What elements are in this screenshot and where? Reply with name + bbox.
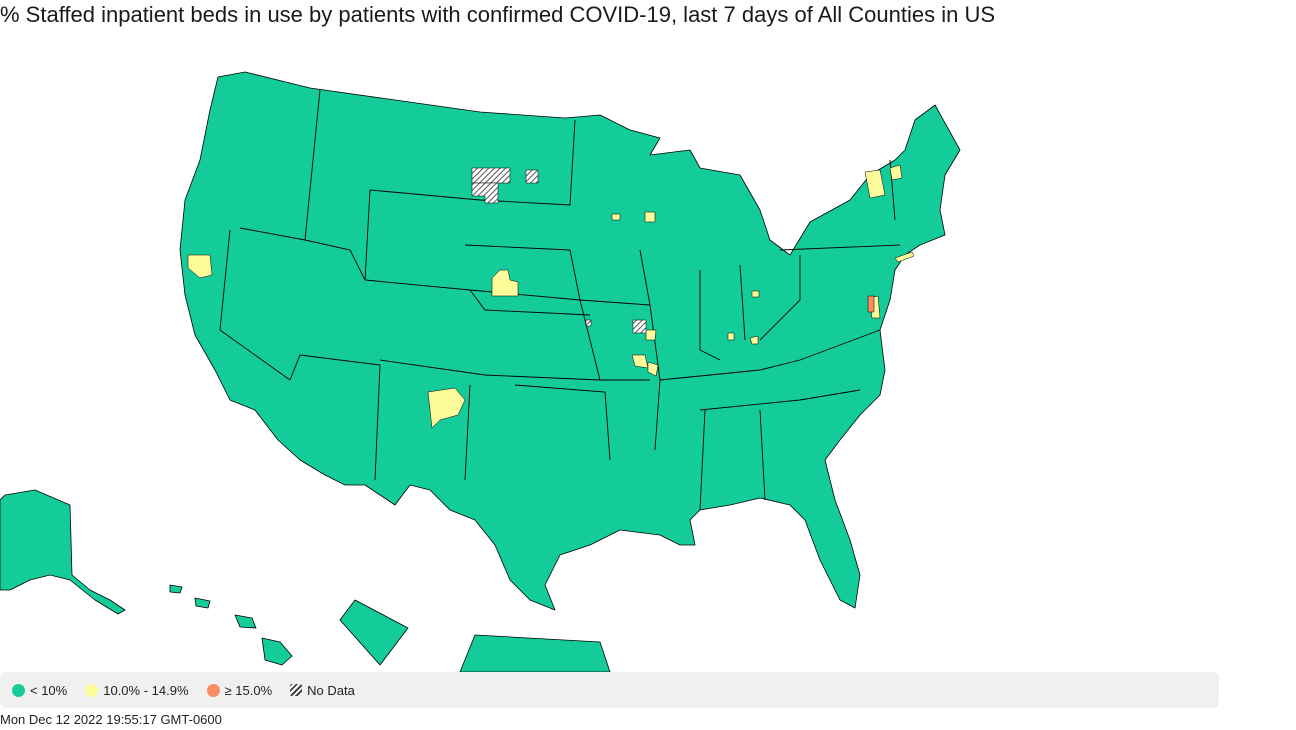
legend-swatch-nodata-icon [290,684,303,696]
county-yellow-in [727,332,735,341]
timestamp: Mon Dec 12 2022 19:55:17 GMT-0600 [0,712,222,727]
county-yellow-ky1 [749,335,759,345]
county-yellow-ny [894,251,915,263]
county-yellow-mo3 [645,329,657,341]
legend-label-mid: 10.0% - 14.9% [103,682,189,698]
county-nodata-ks [585,319,592,327]
us-county-map[interactable] [0,40,1000,672]
county-yellow-mn [611,213,621,221]
legend-label-high: ≥ 15.0% [224,682,273,698]
county-nodata-nd2 [525,169,539,184]
hawaii-kauai [169,584,183,594]
county-nodata-sd [471,182,499,204]
county-yellow-vt [864,169,886,199]
guam [339,599,409,666]
hawaii-oahu [194,597,211,609]
map-title: % Staffed inpatient beds in use by patie… [0,2,996,27]
legend-swatch-high-icon [206,683,220,697]
legend-item-mid[interactable]: 10.0% - 14.9% [85,682,189,698]
county-yellow-wi1 [644,211,656,223]
legend-label-nodata: No Data [307,682,355,698]
map-legend: < 10% 10.0% - 14.9% ≥ 15.0% No Data [0,672,1219,708]
county-orange-de [867,295,875,313]
contiguous-us [179,71,961,611]
county-nodata-mo [632,319,647,334]
county-yellow-mo2 [647,361,659,377]
legend-swatch-mid-icon [85,683,99,697]
county-nodata-nd1 [471,167,511,184]
puerto-rico [459,634,611,672]
legend-item-low[interactable]: < 10% [12,683,67,698]
county-yellow-oh [751,290,760,298]
county-yellow-ne [491,269,519,297]
hawaii-maui [234,614,257,629]
legend-label-low: < 10% [30,682,68,698]
hawaii-big [261,637,293,666]
county-yellow-nh [889,164,903,181]
legend-item-nodata[interactable]: No Data [290,683,355,698]
alaska [0,489,126,615]
legend-item-high[interactable]: ≥ 15.0% [206,682,273,698]
county-yellow-ca [187,254,213,279]
county-yellow-nm [427,387,466,429]
legend-swatch-low-icon [12,683,25,697]
